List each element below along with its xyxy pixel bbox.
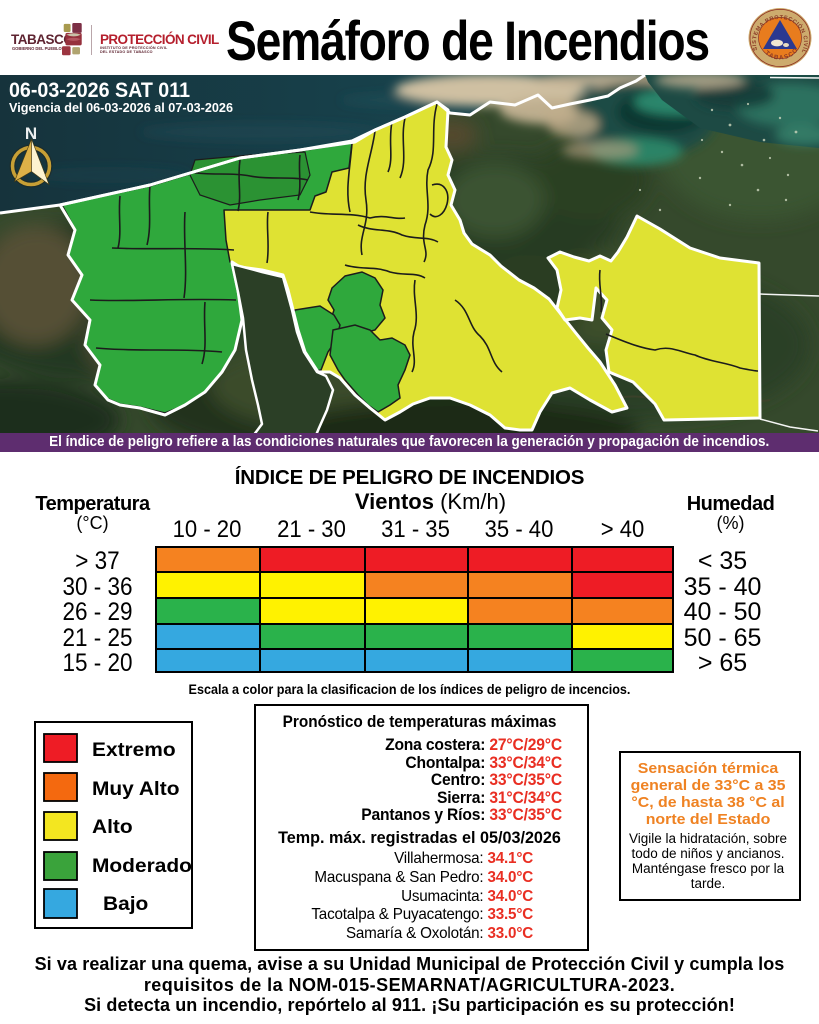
svg-text:N: N bbox=[25, 124, 37, 143]
svg-text:Vigencia del 06-03-2026 al 07-: Vigencia del 06-03-2026 al 07-03-2026 bbox=[9, 100, 233, 115]
svg-text:06-03-2026 SAT 011: 06-03-2026 SAT 011 bbox=[9, 78, 190, 102]
